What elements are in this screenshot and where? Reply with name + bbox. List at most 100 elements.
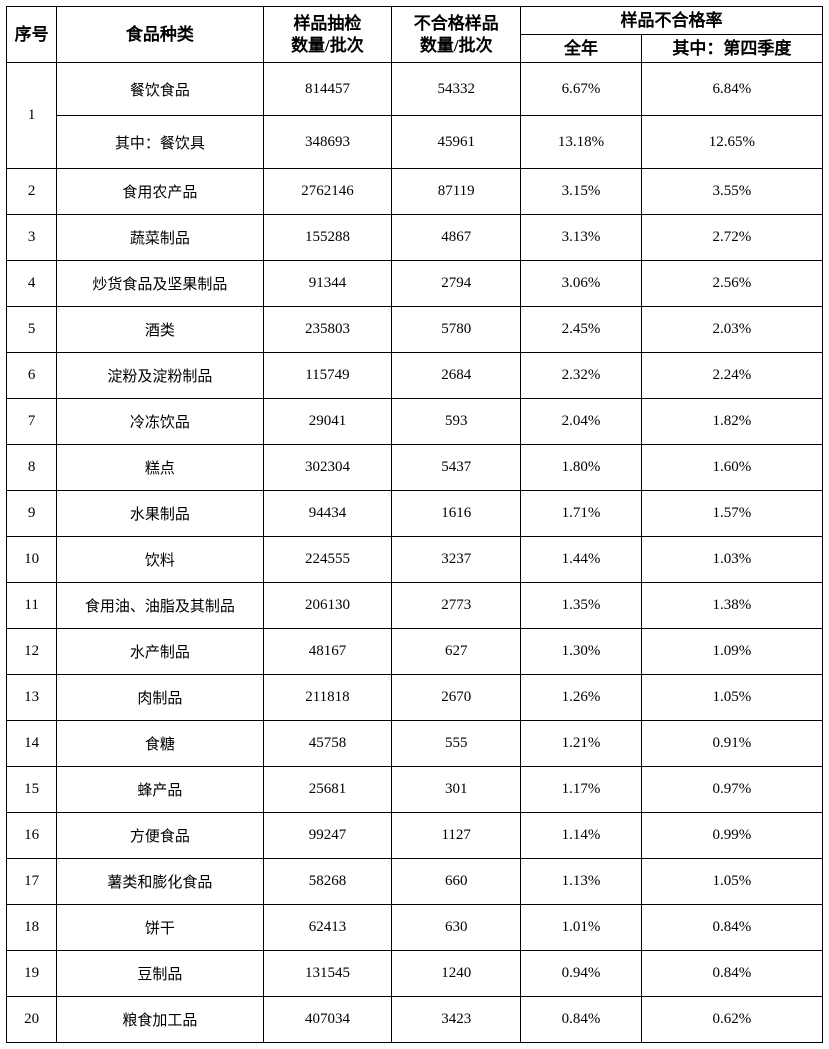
- header-failed-l1: 不合格样品: [414, 14, 499, 33]
- table-row: 18饼干624136301.01%0.84%: [7, 905, 823, 951]
- cell-q4: 2.72%: [641, 215, 822, 261]
- cell-q4: 1.09%: [641, 629, 822, 675]
- cell-year: 3.13%: [521, 215, 642, 261]
- cell-seq: 1: [7, 63, 57, 169]
- cell-sampled: 211818: [263, 675, 392, 721]
- cell-year: 13.18%: [521, 116, 642, 169]
- cell-category: 肉制品: [57, 675, 263, 721]
- cell-category: 冷冻饮品: [57, 399, 263, 445]
- cell-category: 蜂产品: [57, 767, 263, 813]
- cell-failed: 593: [392, 399, 521, 445]
- cell-q4: 6.84%: [641, 63, 822, 116]
- cell-sampled: 348693: [263, 116, 392, 169]
- cell-failed: 2794: [392, 261, 521, 307]
- cell-sampled: 94434: [263, 491, 392, 537]
- table-row: 15蜂产品256813011.17%0.97%: [7, 767, 823, 813]
- cell-seq: 17: [7, 859, 57, 905]
- cell-year: 1.26%: [521, 675, 642, 721]
- cell-year: 6.67%: [521, 63, 642, 116]
- header-rate-q4: 其中：第四季度: [641, 35, 822, 63]
- cell-failed: 630: [392, 905, 521, 951]
- cell-year: 1.44%: [521, 537, 642, 583]
- cell-seq: 2: [7, 169, 57, 215]
- cell-year: 1.17%: [521, 767, 642, 813]
- cell-seq: 16: [7, 813, 57, 859]
- cell-year: 1.21%: [521, 721, 642, 767]
- cell-q4: 12.65%: [641, 116, 822, 169]
- cell-seq: 8: [7, 445, 57, 491]
- header-fail-rate-group: 样品不合格率: [521, 7, 823, 35]
- cell-sampled: 155288: [263, 215, 392, 261]
- cell-category: 水产制品: [57, 629, 263, 675]
- header-seq: 序号: [7, 7, 57, 63]
- cell-failed: 1127: [392, 813, 521, 859]
- table-row: 7冷冻饮品290415932.04%1.82%: [7, 399, 823, 445]
- cell-sampled: 29041: [263, 399, 392, 445]
- header-sampled-l2: 数量/批次: [291, 36, 364, 55]
- table-row: 17薯类和膨化食品582686601.13%1.05%: [7, 859, 823, 905]
- cell-sampled: 131545: [263, 951, 392, 997]
- cell-sampled: 45758: [263, 721, 392, 767]
- cell-q4: 0.62%: [641, 997, 822, 1043]
- table-row: 1餐饮食品814457543326.67%6.84%: [7, 63, 823, 116]
- cell-seq: 14: [7, 721, 57, 767]
- table-row: 2食用农产品2762146871193.15%3.55%: [7, 169, 823, 215]
- table-row: 10饮料22455532371.44%1.03%: [7, 537, 823, 583]
- cell-q4: 3.55%: [641, 169, 822, 215]
- cell-seq: 11: [7, 583, 57, 629]
- cell-category: 炒货食品及坚果制品: [57, 261, 263, 307]
- cell-category: 食用农产品: [57, 169, 263, 215]
- cell-sampled: 235803: [263, 307, 392, 353]
- cell-q4: 2.56%: [641, 261, 822, 307]
- cell-sampled: 115749: [263, 353, 392, 399]
- cell-sampled: 206130: [263, 583, 392, 629]
- table-row: 4炒货食品及坚果制品9134427943.06%2.56%: [7, 261, 823, 307]
- cell-sampled: 58268: [263, 859, 392, 905]
- table-body: 1餐饮食品814457543326.67%6.84%其中：餐饮具34869345…: [7, 63, 823, 1043]
- table-row: 14食糖457585551.21%0.91%: [7, 721, 823, 767]
- header-failed: 不合格样品 数量/批次: [392, 7, 521, 63]
- cell-year: 1.30%: [521, 629, 642, 675]
- cell-q4: 0.84%: [641, 905, 822, 951]
- cell-seq: 6: [7, 353, 57, 399]
- cell-seq: 12: [7, 629, 57, 675]
- cell-category: 薯类和膨化食品: [57, 859, 263, 905]
- cell-category: 淀粉及淀粉制品: [57, 353, 263, 399]
- table-row: 8糕点30230454371.80%1.60%: [7, 445, 823, 491]
- cell-q4: 1.03%: [641, 537, 822, 583]
- cell-sampled: 48167: [263, 629, 392, 675]
- cell-category: 其中：餐饮具: [57, 116, 263, 169]
- cell-category: 餐饮食品: [57, 63, 263, 116]
- cell-q4: 2.24%: [641, 353, 822, 399]
- cell-failed: 2684: [392, 353, 521, 399]
- cell-category: 粮食加工品: [57, 997, 263, 1043]
- cell-failed: 3237: [392, 537, 521, 583]
- cell-failed: 4867: [392, 215, 521, 261]
- cell-year: 1.13%: [521, 859, 642, 905]
- cell-seq: 13: [7, 675, 57, 721]
- cell-q4: 1.38%: [641, 583, 822, 629]
- cell-q4: 2.03%: [641, 307, 822, 353]
- header-sampled: 样品抽检 数量/批次: [263, 7, 392, 63]
- cell-sampled: 302304: [263, 445, 392, 491]
- cell-failed: 54332: [392, 63, 521, 116]
- cell-failed: 5780: [392, 307, 521, 353]
- cell-seq: 3: [7, 215, 57, 261]
- cell-year: 0.84%: [521, 997, 642, 1043]
- cell-q4: 0.97%: [641, 767, 822, 813]
- cell-category: 蔬菜制品: [57, 215, 263, 261]
- cell-category: 饼干: [57, 905, 263, 951]
- cell-seq: 18: [7, 905, 57, 951]
- cell-sampled: 91344: [263, 261, 392, 307]
- table-row: 其中：餐饮具3486934596113.18%12.65%: [7, 116, 823, 169]
- food-safety-table: 序号 食品种类 样品抽检 数量/批次 不合格样品 数量/批次 样品不合格率 全年…: [6, 6, 823, 1043]
- cell-year: 3.06%: [521, 261, 642, 307]
- table-header: 序号 食品种类 样品抽检 数量/批次 不合格样品 数量/批次 样品不合格率 全年…: [7, 7, 823, 63]
- table-row: 20粮食加工品40703434230.84%0.62%: [7, 997, 823, 1043]
- cell-category: 水果制品: [57, 491, 263, 537]
- cell-category: 食糖: [57, 721, 263, 767]
- cell-year: 0.94%: [521, 951, 642, 997]
- header-category: 食品种类: [57, 7, 263, 63]
- cell-sampled: 2762146: [263, 169, 392, 215]
- cell-year: 2.04%: [521, 399, 642, 445]
